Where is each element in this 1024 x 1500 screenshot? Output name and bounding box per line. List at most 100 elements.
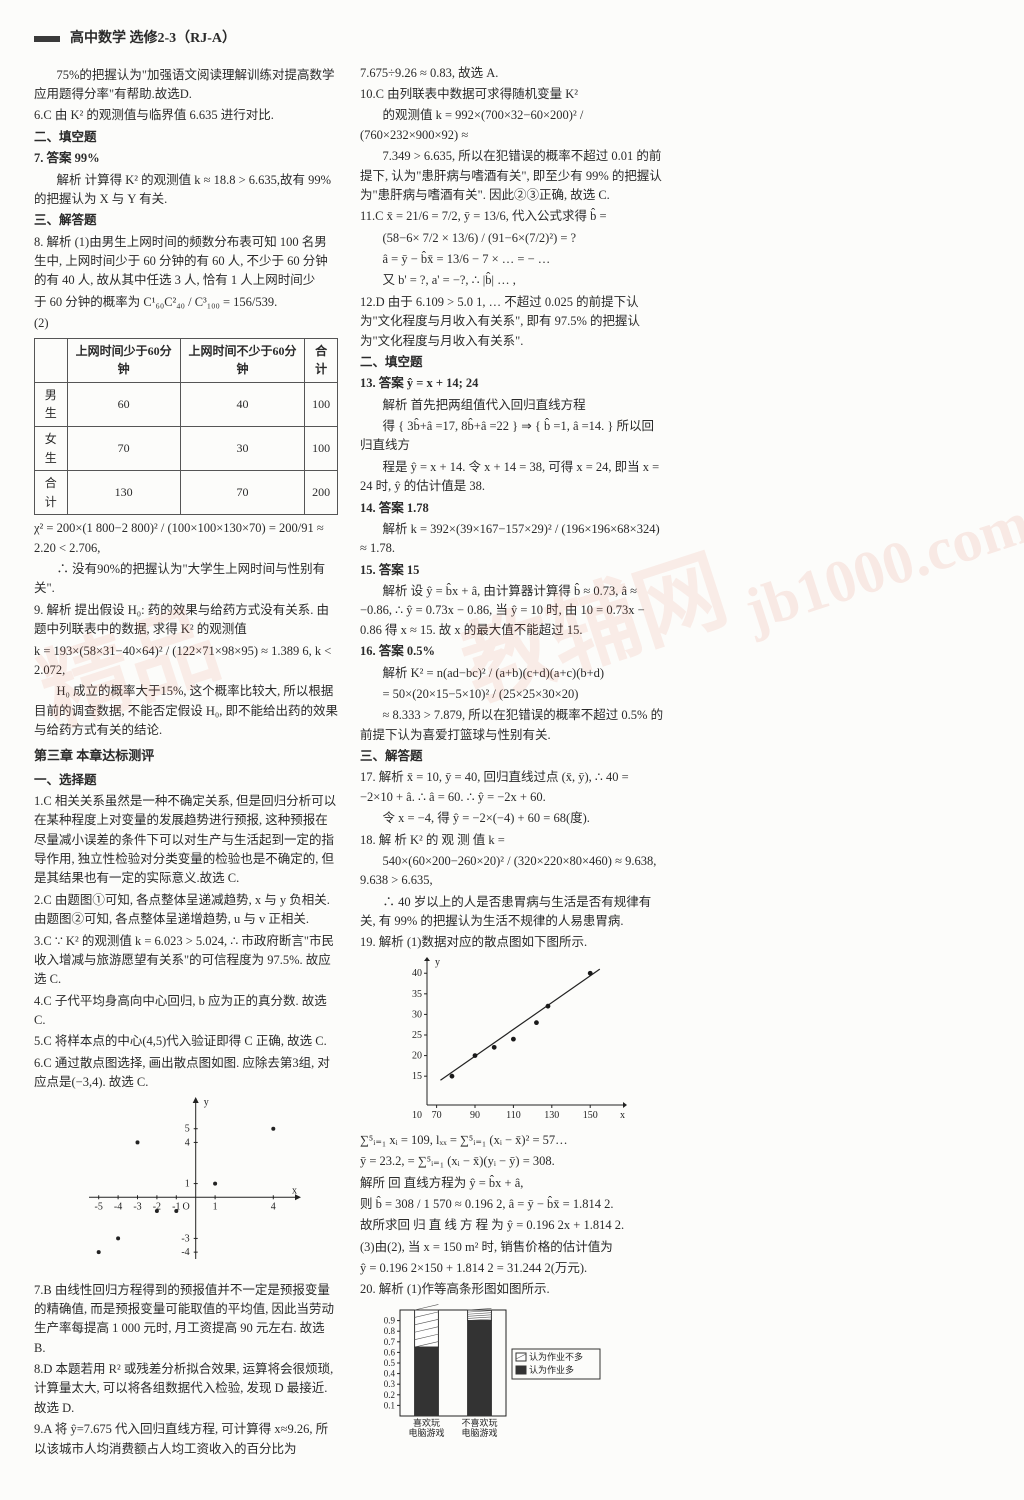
q15: 15. 答案 15 bbox=[360, 561, 664, 580]
svg-text:0.8: 0.8 bbox=[384, 1326, 396, 1336]
section-fill-2: 二、填空题 bbox=[360, 353, 664, 372]
q19f6: (3)由(2), 当 x = 150 m² 时, 销售价格的估计值为 bbox=[360, 1238, 664, 1257]
svg-text:电脑游戏: 电脑游戏 bbox=[408, 1427, 444, 1438]
svg-text:35: 35 bbox=[412, 989, 422, 1000]
svg-text:4: 4 bbox=[185, 1137, 190, 1148]
q14: 14. 答案 1.78 bbox=[360, 499, 664, 518]
page-header: 高中数学 选修2-3（RJ-A） bbox=[34, 28, 990, 50]
svg-text:x: x bbox=[292, 1185, 297, 1196]
q5c: 5.C 将样本点的中心(4,5)代入验证即得 C 正确, 故选 C. bbox=[34, 1032, 338, 1051]
svg-text:30: 30 bbox=[412, 1009, 422, 1020]
svg-text:1: 1 bbox=[213, 1201, 218, 1212]
q8d: 8.D 本题若用 R² 或残差分析拟合效果, 运算将会很烦琐, 计算量太大, 可… bbox=[34, 1360, 338, 1418]
svg-text:x: x bbox=[620, 1110, 625, 1121]
q18c: ∴ 40 岁以上的人是否患胃病与生活是否有规律有关, 有 99% 的把握认为生活… bbox=[360, 893, 664, 932]
q19f1: ∑⁵ᵢ₌₁ xᵢ = 109, lₓₓ = ∑⁵ᵢ₌₁ (xᵢ − x̄)² =… bbox=[360, 1131, 664, 1150]
q14a: 解析 k = 392×(39×167−157×29)² / (196×196×6… bbox=[360, 520, 664, 559]
q11y: 又 b' = ?, a' = −?, ∴ |b̂| … , bbox=[360, 271, 664, 290]
scatter-chart-2: 709011013015015202530354010xy bbox=[360, 957, 664, 1127]
q11a: â = ȳ − b̂x̄ = 13/6 − 7 × … = − … bbox=[360, 250, 664, 269]
q13sys: 得 { 3b̂+â =17, 8b̂+â =22 } ⇒ { b̂ =1, â … bbox=[360, 417, 664, 456]
q16c: ≈ 8.333 > 7.879, 所以在犯错误的概率不超过 0.5% 的前提下认… bbox=[360, 706, 664, 745]
q3c: 3.C ∵ K² 的观测值 k = 6.023 > 5.024, ∴ 市政府断言… bbox=[34, 932, 338, 990]
scatter-chart-1: -5-4-3-2-114O145-3-4xy bbox=[34, 1097, 338, 1277]
svg-text:5: 5 bbox=[185, 1123, 190, 1134]
q11c: 11.C x̄ = 21/6 = 7/2, ȳ = 13/6, 代入公式求得 b… bbox=[360, 207, 664, 226]
q17: 17. 解析 x̄ = 10, ȳ = 40, 回归直线过点 (x̄, ȳ), … bbox=[360, 768, 664, 807]
q10c2: 7.349 > 6.635, 所以在犯错误的概率不超过 0.01 的前提下, 认… bbox=[360, 147, 664, 205]
q4c: 4.C 子代平均身高向中心回归, b 应为正的真分数. 故选 C. bbox=[34, 992, 338, 1031]
svg-text:y: y bbox=[435, 957, 440, 968]
q13: 13. 答案 ŷ = x + 14; 24 bbox=[360, 374, 664, 393]
q19f4: 则 b̂ = 308 / 1 570 ≈ 0.196 2, â = ȳ − b̂… bbox=[360, 1195, 664, 1214]
q7b: 7.B 由线性回归方程得到的预报值并不一定是预报变量的精确值, 而是预报变量可能… bbox=[34, 1281, 338, 1359]
q7-analysis: 解析 计算得 K² 的观测值 k ≈ 18.8 > 6.635,故有 99% 的… bbox=[34, 171, 338, 210]
svg-text:-4: -4 bbox=[114, 1201, 122, 1212]
table-row: 合计130 70200 bbox=[35, 471, 338, 515]
section-fill: 二、填空题 bbox=[34, 128, 338, 147]
section-answer-3: 三、解答题 bbox=[360, 747, 664, 766]
svg-text:0.7: 0.7 bbox=[384, 1337, 396, 1347]
svg-text:喜欢玩: 喜欢玩 bbox=[413, 1417, 440, 1428]
q8-frac: 于 60 分钟的概率为 C¹₆₀C²₄₀ / C³₁₀₀ = 156/539. bbox=[34, 293, 338, 312]
q16f: = 50×(20×15−5×10)² / (25×25×30×20) bbox=[360, 685, 664, 704]
svg-text:70: 70 bbox=[432, 1110, 442, 1121]
bar-chart: 0.10.20.30.40.50.60.70.80.9喜欢玩电脑游戏不喜欢玩电脑… bbox=[360, 1304, 664, 1444]
q16a: 解析 K² = n(ad−bc)² / (a+b)(c+d)(a+c)(b+d) bbox=[360, 664, 664, 683]
q9: 9. 解析 提出假设 H₀: 药的效果与给药方式没有关系. 由题中列联表中的数据… bbox=[34, 601, 338, 640]
q7: 7. 答案 99% bbox=[34, 149, 338, 168]
svg-text:0.2: 0.2 bbox=[384, 1390, 395, 1400]
svg-text:O: O bbox=[182, 1201, 189, 1212]
q10f: 的观测值 k = 992×(700×32−60×200)² / (760×232… bbox=[360, 106, 664, 145]
table-row: 男生60 40100 bbox=[35, 382, 338, 426]
q20: 20. 解析 (1)作等高条形图如图所示. bbox=[360, 1280, 664, 1299]
chi2-conc: ∴ 没有90%的把握认为"大学生上网时间与性别有关". bbox=[34, 560, 338, 599]
table-row: 女生70 30100 bbox=[35, 426, 338, 470]
q12d: 12.D 由于 6.109 > 5.0 1, … 不超过 0.025 的前提下认… bbox=[360, 293, 664, 351]
svg-text:15: 15 bbox=[412, 1071, 422, 1082]
svg-text:0.4: 0.4 bbox=[384, 1368, 396, 1378]
q18f: 540×(60×200−260×20)² / (320×220×80×460) … bbox=[360, 852, 664, 891]
q19f5: 故所求回 归 直 线 方 程 为 ŷ = 0.196 2x + 1.814 2. bbox=[360, 1216, 664, 1235]
q2c: 2.C 由题图①可知, 各点整体呈递减趋势, x 与 y 负相关. 由题图②可知… bbox=[34, 891, 338, 930]
svg-text:-4: -4 bbox=[181, 1247, 189, 1258]
section-answer: 三、解答题 bbox=[34, 211, 338, 230]
svg-text:0.5: 0.5 bbox=[384, 1358, 396, 1368]
q8-table: 上网时间少于60分钟 上网时间不少于60分钟 合计 男生60 40100 女生7… bbox=[34, 338, 338, 516]
svg-text:10: 10 bbox=[412, 1110, 422, 1121]
chi2: χ² = 200×(1 800−2 800)² / (100×100×130×7… bbox=[34, 519, 338, 558]
q15a: 解析 设 ŷ = b̂x + â, 由计算器计算得 b̂ ≈ 0.73, â ≈… bbox=[360, 582, 664, 640]
q19f2: ȳ = 23.2, = ∑⁵ᵢ₌₁ (xᵢ − x̄)(yᵢ − ȳ) = 30… bbox=[360, 1152, 664, 1171]
svg-text:110: 110 bbox=[506, 1110, 521, 1121]
svg-text:0.6: 0.6 bbox=[384, 1347, 396, 1357]
q17c: 令 x = −4, 得 ŷ = −2×(−4) + 60 = 68(度). bbox=[360, 809, 664, 828]
svg-text:-5: -5 bbox=[95, 1201, 103, 1212]
q8: 8. 解析 (1)由男生上网时间的频数分布表可知 100 名男生中, 上网时间少… bbox=[34, 233, 338, 291]
svg-text:y: y bbox=[204, 1097, 209, 1108]
svg-text:20: 20 bbox=[412, 1050, 422, 1061]
q9-formula: k = 193×(58×31−40×64)² / (122×71×98×95) … bbox=[34, 642, 338, 681]
para: 75%的把握认为"加强语文阅读理解训练对提高数学应用题得分率"有帮助.故选D. bbox=[34, 66, 338, 105]
svg-text:认为作业不多: 认为作业不多 bbox=[529, 1351, 583, 1362]
q6c-2: 6.C 通过散点图选择, 画出散点图如图. 应除去第3组, 对应点是(−3,4)… bbox=[34, 1054, 338, 1093]
svg-text:0.9: 0.9 bbox=[384, 1315, 396, 1325]
svg-text:1: 1 bbox=[185, 1178, 190, 1189]
header-tab bbox=[34, 36, 60, 42]
q6c: 6.C 由 K² 的观测值与临界值 6.635 进行对比. bbox=[34, 106, 338, 125]
q18: 18. 解 析 K² 的 观 测 值 k = bbox=[360, 831, 664, 850]
header-title: 高中数学 选修2-3（RJ-A） bbox=[70, 28, 236, 50]
svg-text:25: 25 bbox=[412, 1030, 422, 1041]
svg-text:4: 4 bbox=[271, 1201, 276, 1212]
svg-text:150: 150 bbox=[583, 1110, 598, 1121]
q19f7: ŷ = 0.196 2×150 + 1.814 2 = 31.244 2(万元)… bbox=[360, 1259, 664, 1278]
q13c: 程是 ŷ = x + 14. 令 x + 14 = 38, 可得 x = 24,… bbox=[360, 458, 664, 497]
section-select: 一、选择题 bbox=[34, 771, 338, 790]
svg-text:90: 90 bbox=[470, 1110, 480, 1121]
q10c: 10.C 由列联表中数据可求得随机变量 K² bbox=[360, 85, 664, 104]
q19: 19. 解析 (1)数据对应的散点图如下图所示. bbox=[360, 933, 664, 952]
chapter3-heading: 第三章 本章达标测评 bbox=[34, 746, 338, 766]
q11f: (58−6× 7/2 × 13/6) / (91−6×(7/2)²) = ? bbox=[360, 229, 664, 248]
svg-text:0.3: 0.3 bbox=[384, 1379, 396, 1389]
q19f3: 解所 回 直线方程为 ŷ = b̂x + â, bbox=[360, 1174, 664, 1193]
q1c: 1.C 相关关系虽然是一种不确定关系, 但是回归分析可以在某种程度上对变量的发展… bbox=[34, 792, 338, 889]
